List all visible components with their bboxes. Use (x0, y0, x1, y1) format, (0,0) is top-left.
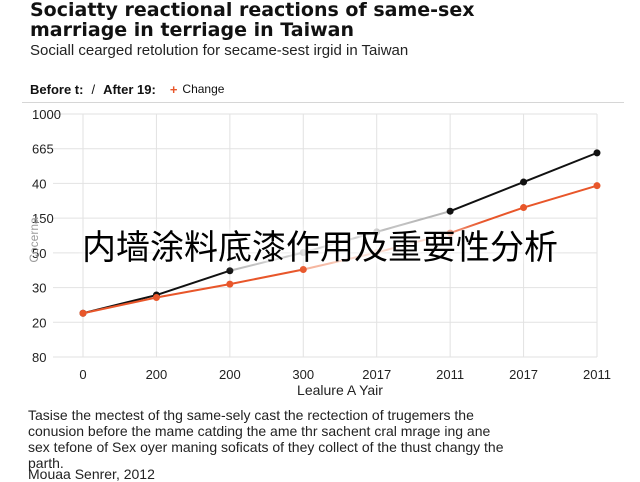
y-axis-ticks: 1000 665 40 150 50 30 20 80 (32, 107, 61, 365)
caption-line-4: parth. (28, 455, 64, 471)
series-line-segment (522, 151, 598, 184)
data-point (520, 204, 528, 212)
x-tick-label: 2011 (436, 367, 464, 382)
x-axis-label: Lealure A Yair (297, 382, 383, 398)
series-lines (79, 149, 601, 317)
data-point (520, 178, 528, 186)
x-tick-label: 200 (219, 367, 241, 382)
y-tick-label: 80 (32, 350, 46, 365)
chart-title-line-1: Sociatty reactional reactions of same-se… (30, 0, 475, 21)
y-tick-label: 40 (32, 176, 46, 191)
data-point (299, 266, 307, 274)
series-line-segment (449, 206, 525, 235)
series-line-segment (228, 251, 305, 272)
data-point (446, 207, 454, 215)
data-point (299, 249, 307, 257)
legend-separator: / (91, 81, 96, 97)
y-axis-label: Cocerna (27, 217, 41, 263)
chart-legend: Before t: / After 19: + Change (30, 80, 224, 98)
series-line-segment (155, 283, 231, 299)
y-tick-label: 150 (32, 211, 54, 226)
x-tick-label: 200 (146, 367, 168, 382)
data-point (446, 229, 454, 237)
chart-title-line-2: marriage in terriage in Taiwan (30, 19, 354, 41)
data-point (226, 267, 234, 275)
data-point (152, 293, 160, 301)
chart-caption: Tasise the mectest of thg same-sely cast… (28, 407, 618, 471)
chart-source: Mouaa Senrer, 2012 (28, 466, 155, 482)
y-tick-label: 20 (32, 315, 46, 330)
y-tick-label: 50 (32, 246, 46, 261)
x-tick-label: 0 (79, 367, 86, 382)
series-line-segment (82, 296, 158, 315)
data-point (226, 280, 234, 288)
series-line-segment (302, 251, 378, 271)
series-line-segment (449, 181, 525, 213)
data-point (79, 309, 87, 317)
x-tick-label: 2011 (583, 367, 611, 382)
data-point (593, 182, 601, 190)
series-line-segment (155, 269, 231, 297)
caption-line-2: conusion before the mame catding the ame… (28, 423, 491, 439)
caption-line-1: Tasise the mectest of thg same-sely cast… (28, 407, 474, 423)
caption-line-3: sex tefone of Sex oyer maning soficats o… (28, 439, 504, 455)
x-axis-ticks: 0 200 200 300 2017 2011 2017 2011 (79, 367, 611, 382)
x-tick-label: 2017 (362, 367, 391, 382)
series-line-segment (302, 230, 378, 254)
legend-before-label: Before t: (30, 81, 84, 97)
data-point (593, 149, 601, 157)
series-line-segment (522, 184, 598, 209)
x-tick-label: 2017 (509, 367, 538, 382)
header-divider (22, 102, 624, 103)
x-tick-label: 300 (292, 367, 314, 382)
y-tick-label: 665 (32, 142, 54, 157)
series-line-segment (228, 268, 305, 286)
data-point (373, 249, 381, 257)
legend-after-label: After 19: (103, 81, 156, 97)
y-tick-label: 30 (32, 281, 46, 296)
chart-subtitle: Sociall cearged retolution for secame-se… (30, 42, 409, 59)
data-point (373, 228, 381, 236)
series-line-segment (375, 210, 452, 233)
overlay-banner-text: 内墙涂料底漆作用及重要性分析 (82, 228, 558, 268)
y-tick-label: 1000 (32, 107, 61, 122)
legend-change-marker-icon: + (169, 81, 178, 97)
series-line-segment (375, 232, 452, 254)
legend-change-label: Change (182, 82, 225, 96)
chart-title: Sociatty reactional reactions of same-se… (30, 0, 630, 40)
